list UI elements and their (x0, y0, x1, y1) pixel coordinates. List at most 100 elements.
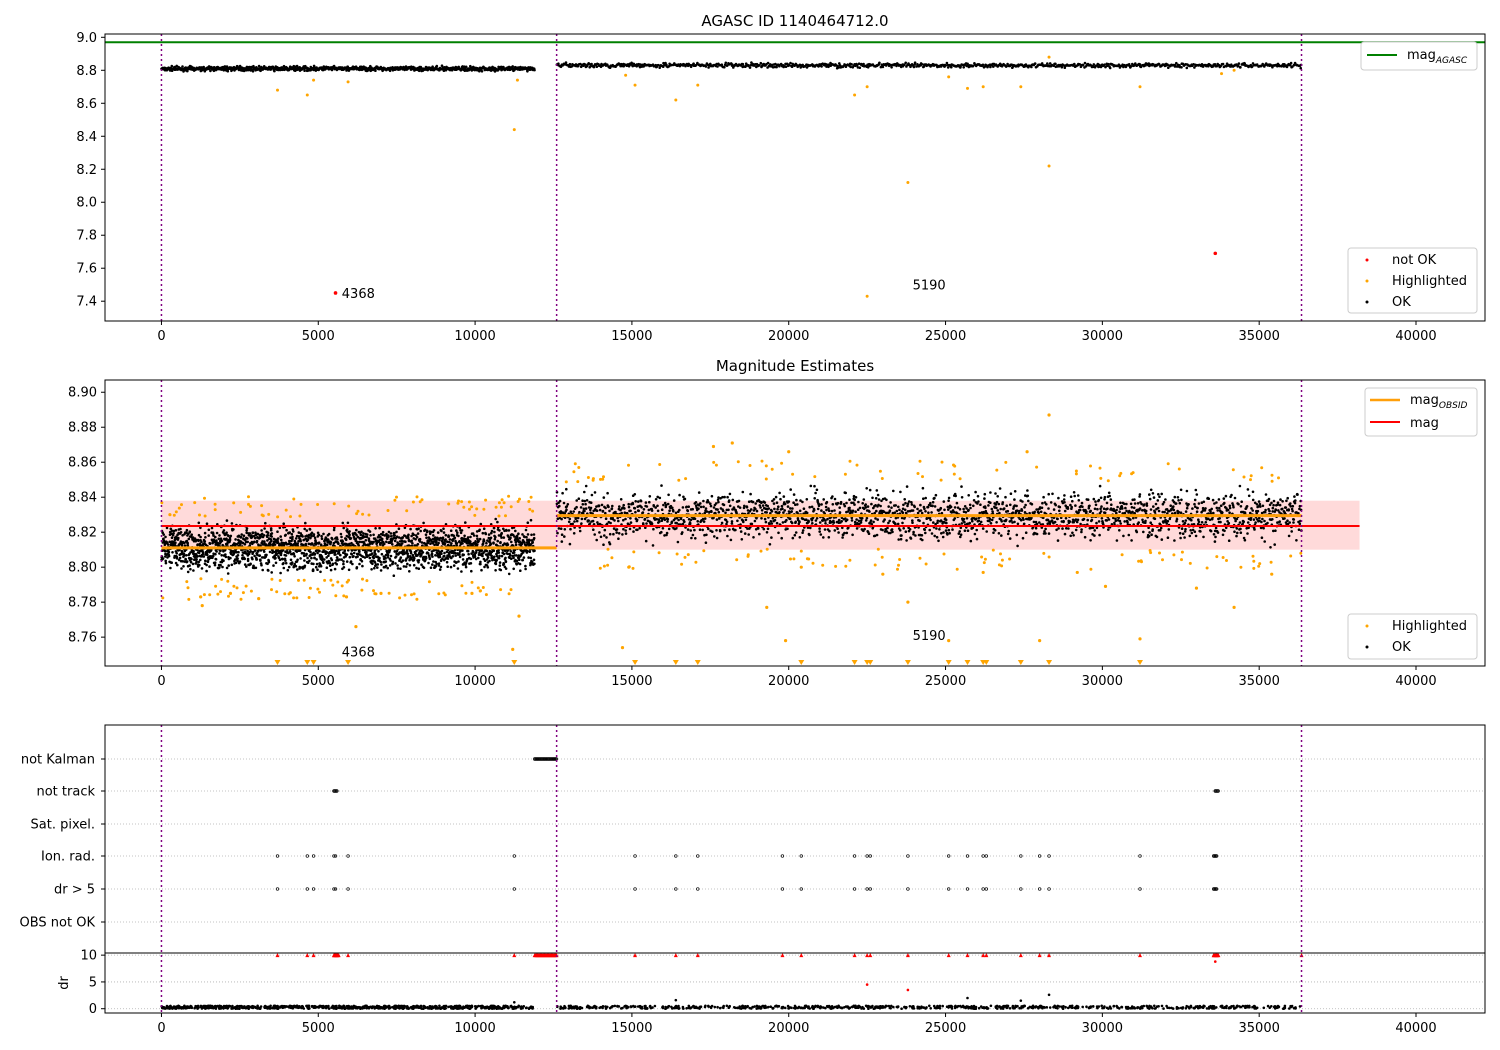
ok-point (679, 517, 683, 521)
ok-point (697, 507, 700, 511)
ok-point (666, 517, 670, 521)
ok-point (582, 507, 586, 511)
ok-point (725, 520, 729, 524)
ok-point (723, 495, 726, 499)
ok-point (474, 540, 477, 543)
ok-point (189, 560, 193, 564)
ok-point (254, 549, 257, 552)
ok-point (303, 69, 306, 72)
ok-point (215, 539, 218, 542)
ok-point (815, 488, 819, 492)
ok-point (503, 565, 507, 569)
ok-point (285, 528, 288, 532)
ok-point (358, 562, 361, 566)
ok-point (697, 491, 701, 494)
ok-point (836, 527, 839, 530)
ok-point (332, 64, 336, 68)
ok-point (619, 498, 623, 501)
ok-point (407, 533, 410, 537)
ok-point (490, 554, 494, 558)
ok-point (466, 557, 469, 561)
ok-point (596, 521, 599, 524)
ok-point (642, 508, 646, 511)
ok-point (687, 505, 690, 509)
ok-point (627, 64, 631, 68)
ok-point (316, 568, 319, 571)
ok-point (349, 537, 353, 540)
highlighted-point (305, 93, 309, 97)
ok-point (438, 538, 441, 542)
highlighted-point (865, 294, 869, 298)
ok-point (774, 495, 778, 499)
ok-point (393, 534, 397, 537)
ok-point (262, 550, 266, 553)
highlighted-point (853, 93, 857, 97)
ok-point (305, 529, 309, 532)
ok-point (225, 531, 228, 534)
ok-point (743, 532, 747, 535)
ok-point (511, 65, 514, 68)
ok-point (531, 540, 534, 544)
ok-point (373, 549, 377, 553)
ok-point (248, 544, 252, 547)
ok-point (760, 517, 763, 520)
ok-point (435, 540, 438, 543)
ok-point (347, 549, 350, 552)
ok-point (260, 529, 263, 532)
ok-point (833, 509, 836, 512)
ok-point (325, 566, 329, 569)
ok-point (483, 565, 486, 569)
ok-point (820, 509, 823, 512)
ok-point (249, 562, 252, 566)
ok-point (514, 540, 518, 544)
ok-point (167, 554, 171, 558)
ok-point (801, 529, 805, 532)
ok-point (1237, 62, 1241, 65)
ok-point (486, 556, 490, 559)
ok-point (557, 62, 560, 65)
ok-point (256, 532, 260, 536)
ok-point (477, 539, 480, 543)
ok-point (163, 549, 167, 553)
ok-point (836, 501, 840, 505)
ok-point (228, 538, 232, 542)
ok-point (678, 508, 681, 512)
ok-point (663, 518, 667, 522)
ok-point (533, 549, 536, 552)
ok-point (498, 554, 501, 558)
ok-point (336, 538, 339, 541)
ok-point (671, 506, 674, 510)
ok-point (607, 505, 610, 509)
ok-point (290, 532, 294, 536)
ok-point (284, 559, 287, 562)
ok-point (341, 540, 345, 543)
y-tick-label: 7.6 (76, 262, 97, 277)
ok-point (420, 541, 424, 544)
ok-point (357, 544, 361, 547)
ok-point (392, 574, 396, 577)
ok-point (278, 526, 282, 530)
ok-point (1239, 65, 1242, 69)
ok-point (303, 564, 307, 568)
ok-point (805, 511, 809, 515)
ok-point (245, 527, 249, 530)
ok-point (415, 566, 418, 570)
ok-point (406, 552, 410, 555)
ok-point (195, 558, 198, 561)
ok-point (512, 551, 516, 554)
ok-point (791, 507, 794, 510)
ok-point (639, 63, 642, 66)
ok-point (404, 540, 407, 543)
ok-point (627, 502, 630, 506)
ok-point (689, 518, 693, 522)
ok-point (219, 549, 222, 553)
ok-point (279, 551, 283, 555)
ok-point (613, 519, 616, 522)
ok-point (458, 553, 461, 556)
ok-point (863, 527, 866, 531)
ok-point (520, 542, 524, 546)
ok-point (526, 549, 529, 553)
ok-point (309, 550, 312, 554)
ok-point (329, 541, 333, 544)
ok-point (772, 498, 776, 501)
